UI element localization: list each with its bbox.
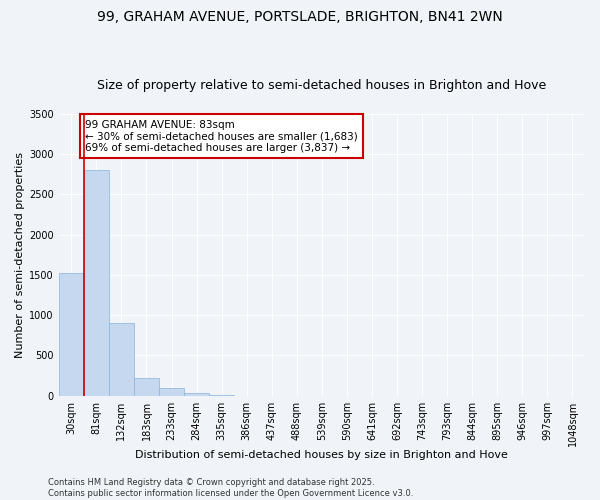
Bar [134, 378, 159, 396]
Bar [109, 324, 134, 396]
Title: Size of property relative to semi-detached houses in Brighton and Hove: Size of property relative to semi-detach… [97, 79, 547, 92]
Bar [159, 388, 184, 396]
Bar [59, 272, 84, 396]
X-axis label: Distribution of semi-detached houses by size in Brighton and Hove: Distribution of semi-detached houses by … [136, 450, 508, 460]
Bar [209, 395, 234, 396]
Y-axis label: Number of semi-detached properties: Number of semi-detached properties [15, 152, 25, 358]
Text: 99, GRAHAM AVENUE, PORTSLADE, BRIGHTON, BN41 2WN: 99, GRAHAM AVENUE, PORTSLADE, BRIGHTON, … [97, 10, 503, 24]
Text: 99 GRAHAM AVENUE: 83sqm
← 30% of semi-detached houses are smaller (1,683)
69% of: 99 GRAHAM AVENUE: 83sqm ← 30% of semi-de… [85, 120, 358, 153]
Bar [184, 394, 209, 396]
Bar [84, 170, 109, 396]
Text: Contains HM Land Registry data © Crown copyright and database right 2025.
Contai: Contains HM Land Registry data © Crown c… [48, 478, 413, 498]
